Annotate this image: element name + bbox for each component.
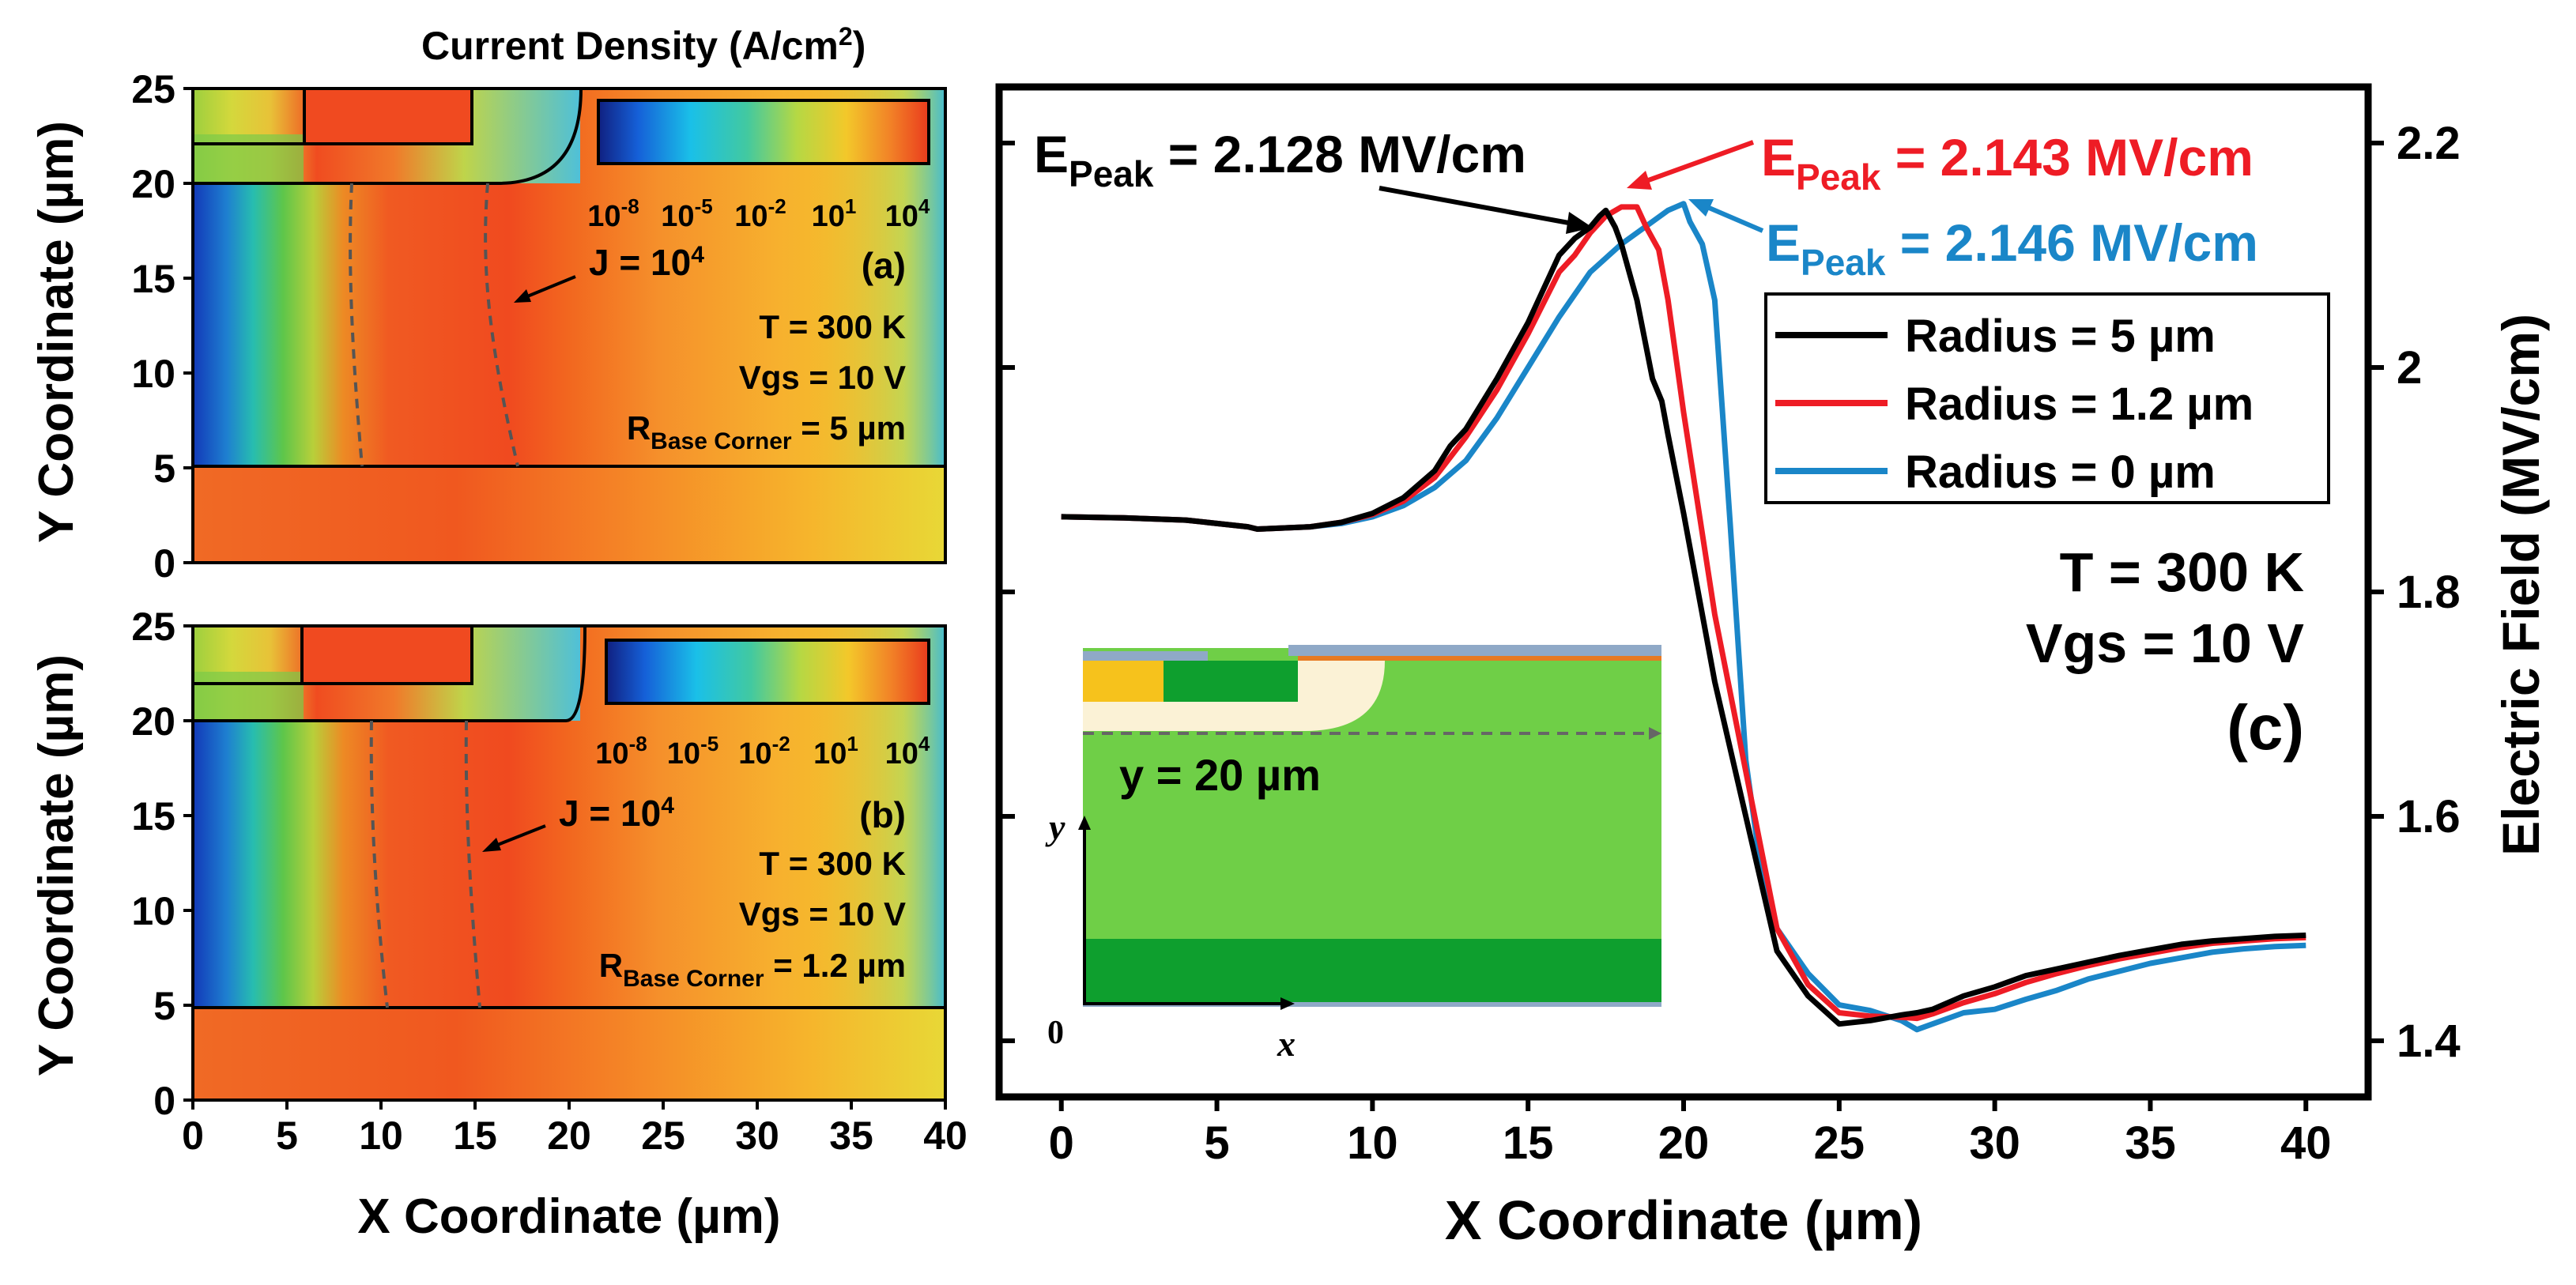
colorbar-tick-label: 104 — [885, 194, 930, 233]
chart-temperature: T = 300 K — [2060, 541, 2304, 603]
panel-a-contour-label: J = 104 — [589, 242, 704, 283]
panel-a-radius: RBase Corner = 5 µm — [627, 409, 906, 454]
x-tick-label: 15 — [1503, 1117, 1554, 1169]
chart-x-axis-title: X Coordinate (µm) — [1445, 1189, 1922, 1251]
colorbar-tick-label: 10-2 — [738, 732, 790, 771]
map-x-tick-label: 35 — [829, 1114, 873, 1158]
map-y-tick-label: 20 — [131, 699, 175, 744]
map-x-tick-label: 30 — [735, 1114, 779, 1158]
series-line-2 — [1061, 201, 2306, 1033]
map-y-tick-label: 10 — [131, 352, 175, 396]
colorbar-tick-label: 10-8 — [595, 732, 647, 771]
colorbar — [597, 99, 930, 165]
legend-entry: Radius = 1.2 µm — [1905, 379, 2254, 430]
y-tick-label: 1.4 — [2397, 1016, 2461, 1067]
panel-a-temperature: T = 300 K — [759, 308, 906, 345]
colorbar-tick-label: 10-5 — [661, 194, 712, 233]
panel-b-radius: RBase Corner = 1.2 µm — [599, 947, 906, 992]
map-y-tick-label: 0 — [153, 541, 175, 586]
panel-b-contour-map: 10-8 10-5 10-2 101 104 J = 104 (b) T = 300 K… — [191, 624, 947, 1102]
electric-field-plot: 0 5 10 15 20 25 30 35 40 1.4 1.6 1.8 2 2.2 — [999, 118, 2461, 1169]
y-tick-label: 2.2 — [2397, 118, 2461, 169]
chart-legend: Radius = 5 µm Radius = 1.2 µm Radius = 0 µ… — [1764, 292, 2330, 504]
panel-b-vgs: Vgs = 10 V — [739, 895, 906, 933]
panel-b-temperature: T = 300 K — [759, 845, 906, 882]
map-x-tick-label: 15 — [453, 1114, 497, 1158]
x-tick-label: 30 — [1969, 1117, 2020, 1169]
series-line-0 — [1061, 207, 2306, 1027]
panel-c-label: (c) — [2227, 692, 2304, 763]
legend-entry: Radius = 5 µm — [1905, 311, 2216, 362]
map-y-tick-label: 25 — [131, 605, 175, 649]
colorbar — [605, 639, 930, 705]
colorbar-tick-label: 10-5 — [667, 732, 718, 771]
panel-b-label: (b) — [859, 794, 906, 835]
map-y-axis-title-a: Y Coordinate (µm) — [29, 121, 84, 543]
x-tick-label: 35 — [2125, 1117, 2176, 1169]
map-y-tick-label: 5 — [153, 447, 175, 491]
map-x-tick-label: 25 — [641, 1114, 685, 1158]
colorbar-tick-label: 101 — [813, 732, 858, 771]
inset-device-schematic: y x 0 y = 20 µm — [1045, 645, 1661, 1064]
x-tick-label: 0 — [1049, 1117, 1074, 1169]
colorbar-tick-labels: 10-8 10-5 10-2 101 104 — [595, 732, 930, 771]
map-x-tick-label: 20 — [547, 1114, 591, 1158]
map-y-tick-label: 5 — [153, 984, 175, 1028]
y-tick-label: 1.8 — [2397, 567, 2461, 618]
plot-frame — [995, 83, 2372, 1101]
peak-annotation-radius-1-2: EPeak = 2.143 MV/cm — [1761, 128, 2254, 198]
inset-y-axis-label: y — [1045, 807, 1065, 847]
chart-vgs: Vgs = 10 V — [2026, 612, 2304, 674]
x-tick-label: 5 — [1204, 1117, 1229, 1169]
colorbar-tick-label: 104 — [885, 732, 930, 771]
panel-b-contour-label: J = 104 — [559, 793, 674, 834]
panel-a-contour-map: 10-8 10-5 10-2 101 104 J = 104 (a) T = 300 K… — [191, 87, 947, 564]
map-x-tick-label: 10 — [359, 1114, 403, 1158]
peak-annotation-radius-5: EPeak = 2.128 MV/cm — [1034, 125, 1526, 194]
inset-x-axis-label: x — [1277, 1023, 1296, 1064]
x-tick-label: 20 — [1658, 1117, 1710, 1169]
map-axes: 0 5 10 15 20 25 30 35 40 0 5 10 15 20 25 0 5 10 15 20 25 — [131, 67, 967, 1158]
inset-origin-label: 0 — [1047, 1015, 1064, 1051]
map-y-tick-label: 15 — [131, 794, 175, 838]
map-x-tick-label: 40 — [923, 1114, 967, 1158]
colorbar-tick-labels: 10-8 10-5 10-2 101 104 — [587, 194, 930, 233]
inset-cutline-label: y = 20 µm — [1119, 750, 1321, 800]
colorbar-title: Current Density (A/cm2) — [421, 22, 866, 68]
legend-entry: Radius = 0 µm — [1905, 447, 2216, 498]
chart-y-axis-title: Electric Field (MV/cm) — [2491, 314, 2550, 856]
y-tick-label: 2 — [2397, 342, 2422, 394]
x-tick-label: 25 — [1814, 1117, 1865, 1169]
colorbar-tick-label: 10-8 — [587, 194, 639, 233]
x-tick-label: 40 — [2280, 1117, 2332, 1169]
panel-c-line-chart: y x 0 y = 20 µm 0 5 10 15 20 25 30 35 401.41.61.… — [995, 83, 2461, 1169]
map-y-tick-label: 15 — [131, 257, 175, 301]
map-y-tick-label: 10 — [131, 889, 175, 933]
y-tick-label: 1.6 — [2397, 791, 2461, 842]
map-x-tick-label: 0 — [182, 1114, 204, 1158]
panel-a-vgs: Vgs = 10 V — [739, 359, 906, 396]
colorbar-tick-label: 101 — [812, 194, 857, 233]
panel-a-label: (a) — [862, 245, 906, 286]
map-y-axis-title-b: Y Coordinate (µm) — [29, 654, 84, 1076]
colorbar-tick-label: 10-2 — [734, 194, 786, 233]
peak-annotation-radius-0: EPeak = 2.146 MV/cm — [1766, 213, 2258, 283]
map-x-tick-label: 5 — [276, 1114, 298, 1158]
map-y-tick-label: 25 — [131, 67, 175, 111]
map-x-axis-title: X Coordinate (µm) — [357, 1189, 780, 1244]
map-y-tick-label: 20 — [131, 162, 175, 206]
map-y-tick-label: 0 — [153, 1079, 175, 1123]
x-tick-label: 10 — [1347, 1117, 1398, 1169]
